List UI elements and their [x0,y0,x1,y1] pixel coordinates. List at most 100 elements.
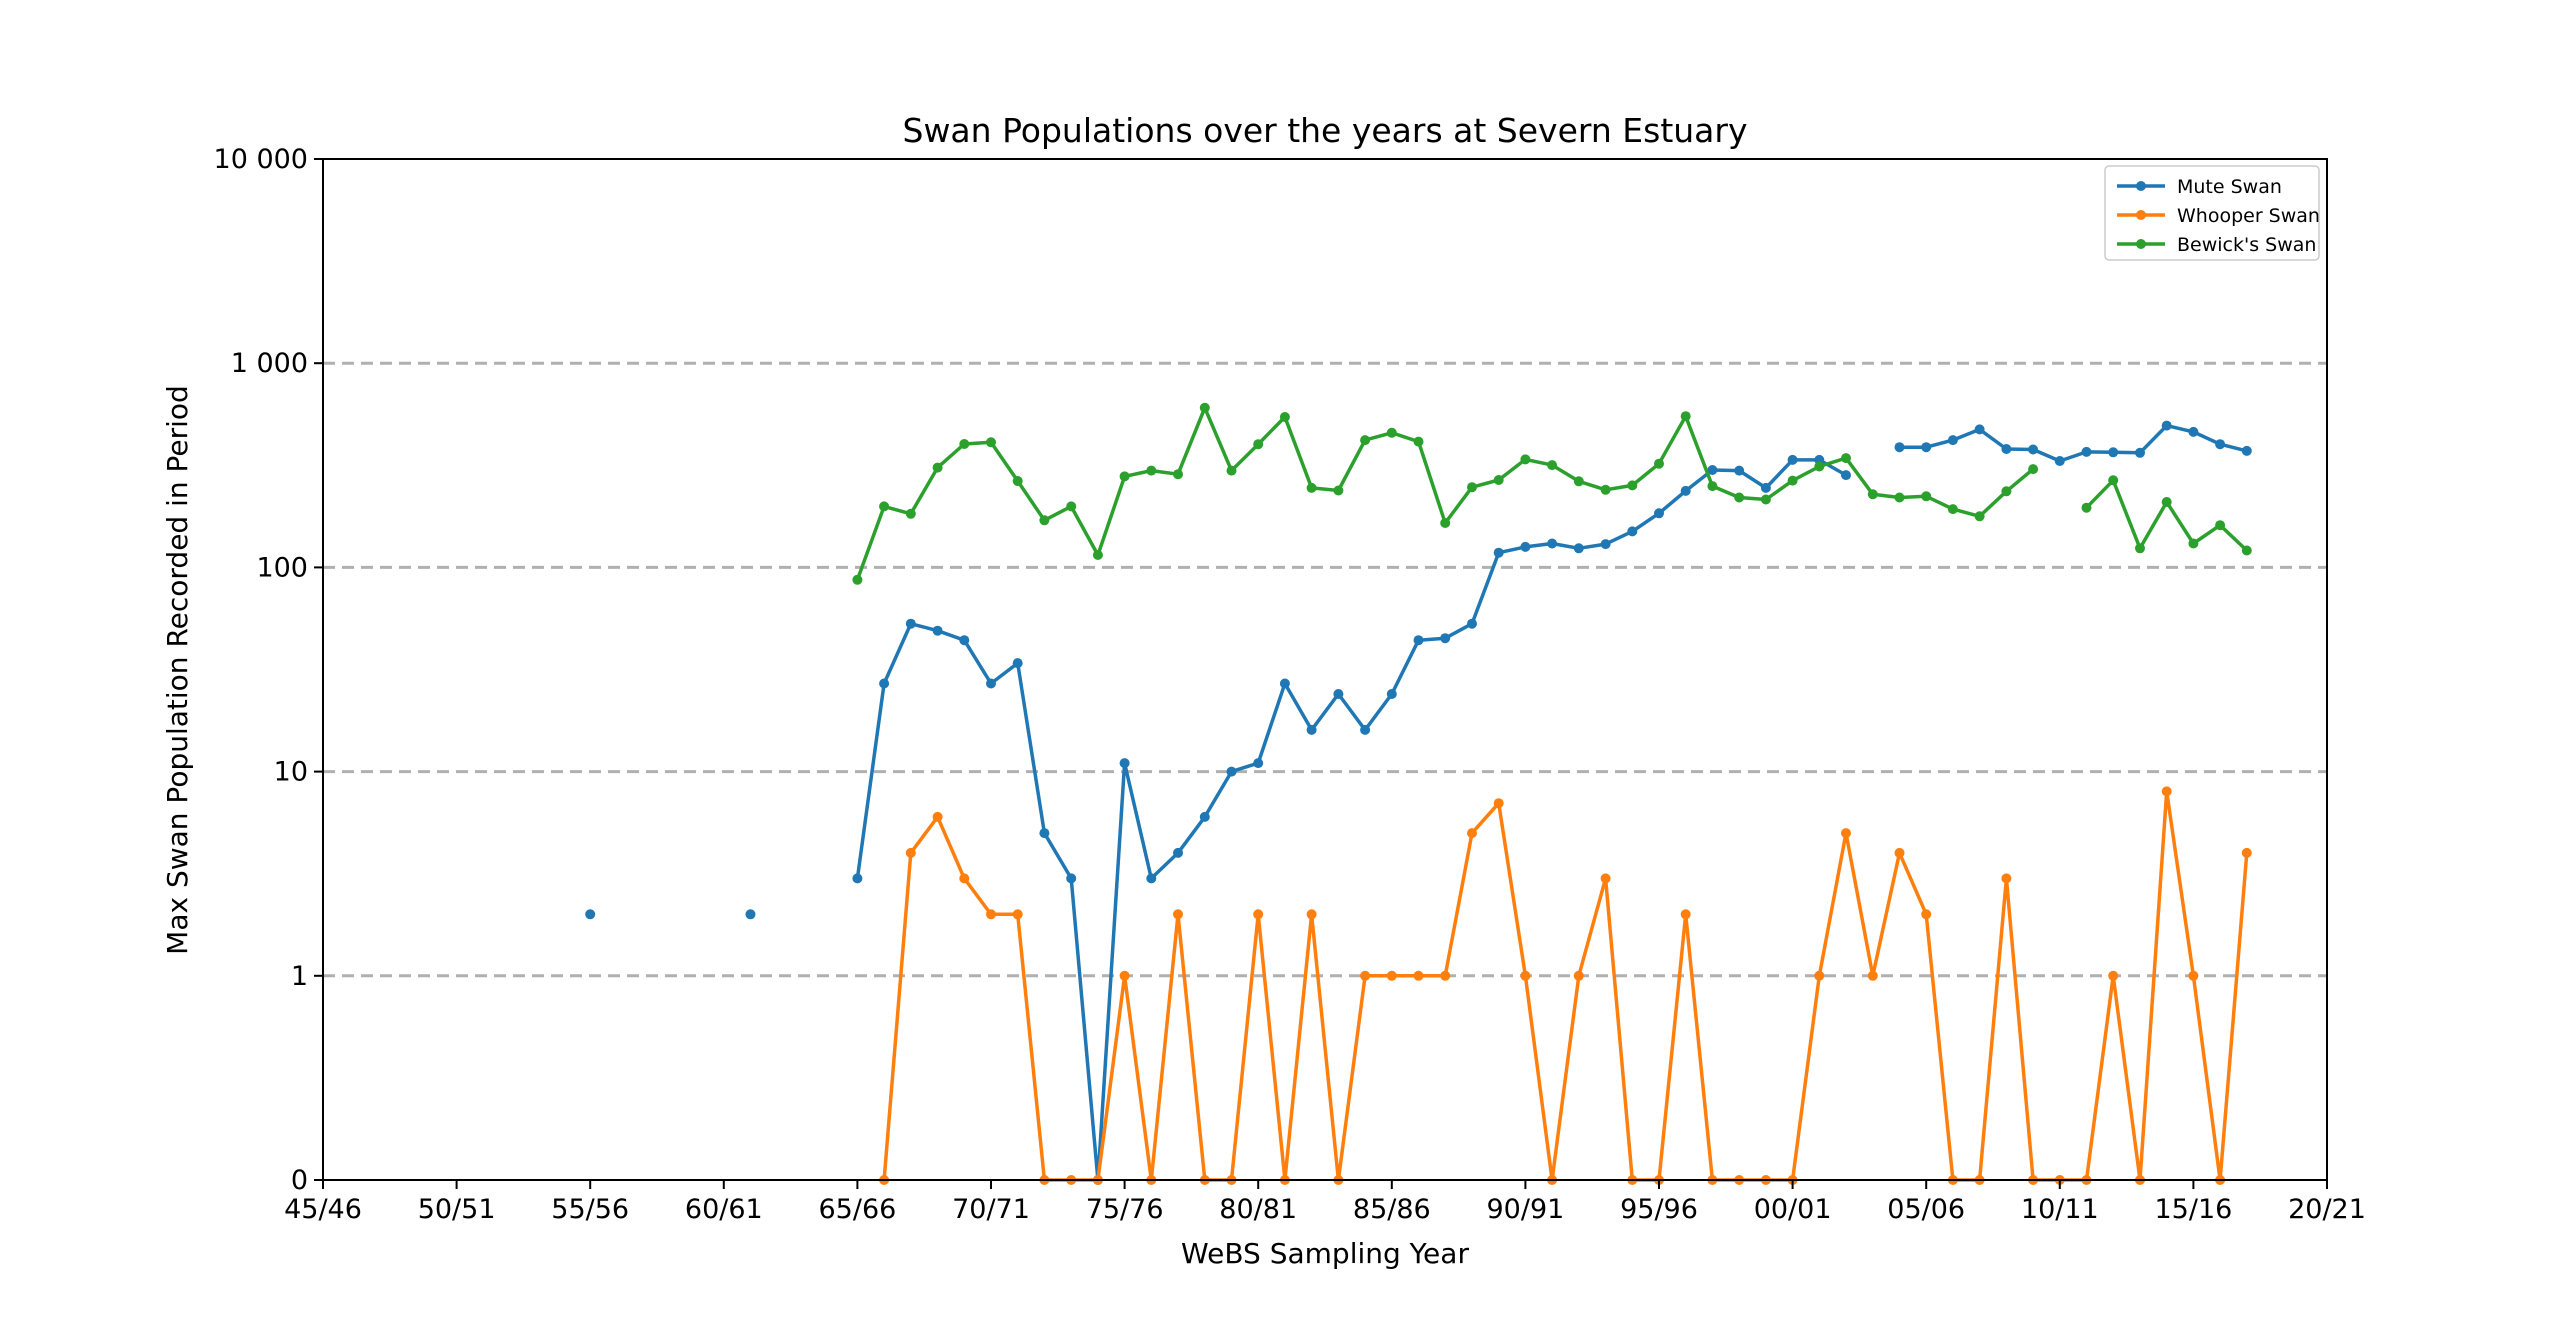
x-tick-label: 75/76 [1086,1194,1164,1225]
x-tick-label: 00/01 [1754,1194,1832,1225]
data-point [1493,798,1504,809]
data-point [2028,444,2039,455]
data-point [1573,476,1584,487]
data-point [1092,550,1103,560]
data-point [1627,526,1638,537]
y-tick-label: 10 000 [214,144,308,175]
data-point [1894,442,1905,453]
data-point [1306,482,1317,493]
data-point [2054,456,2065,466]
data-point [905,508,916,519]
x-tick-label: 70/71 [952,1194,1030,1225]
data-point [1413,635,1424,646]
axis-ticks: 0 1 10 100 1 000 10 000 45/46 50/51 55/56 60/61 65… [214,144,2366,1225]
data-point [1787,475,1798,486]
data-point [1360,435,1371,446]
data-point [1974,511,1985,522]
plot-series [585,402,2252,1185]
data-point [1974,424,1985,435]
data-point [1654,508,1664,519]
x-tick-label: 90/91 [1486,1194,1564,1225]
data-point [2241,847,2252,858]
y-tick-label: 0 [291,1165,308,1196]
x-tick-label: 15/16 [2154,1194,2232,1225]
data-point [1467,618,1477,629]
data-point [1867,970,1878,981]
data-point [2028,464,2039,475]
data-point [1600,539,1611,550]
data-point [1333,485,1344,496]
data-point [1066,501,1077,512]
data-point [1867,489,1878,500]
x-tick-label: 55/56 [551,1194,629,1225]
data-point [1947,435,1958,446]
data-point [1627,480,1638,491]
data-point [1066,873,1077,884]
legend-swatch-marker [2136,239,2146,249]
data-point [1386,970,1397,981]
data-point [1119,758,1130,769]
data-point [1440,970,1451,981]
legend-label: Whooper Swan [2177,205,2320,227]
y-tick-label: 10 [274,757,308,788]
data-point [2241,545,2252,556]
legend-item: Whooper Swan [2117,205,2320,227]
legend-item: Bewick's Swan [2117,234,2316,256]
data-point [1173,909,1183,920]
data-point [932,625,943,636]
data-point [2135,447,2145,458]
gridlines [323,361,2327,978]
data-point [959,635,970,646]
legend-box [2104,165,2320,261]
x-tick-label: 05/06 [1887,1194,1965,1225]
data-point [1520,541,1531,552]
data-point [932,811,943,822]
data-point [2108,447,2119,458]
data-point [1440,518,1451,528]
data-point [2241,445,2252,456]
data-point [932,462,943,473]
data-point [2161,786,2172,797]
x-tick-label: 50/51 [418,1194,496,1225]
data-point [1921,442,1932,453]
data-point [1253,758,1264,769]
data-point [1306,909,1317,920]
data-point [1760,494,1771,505]
legend-item: Mute Swan [2117,176,2282,198]
data-point [986,437,996,448]
x-tick-label: 60/61 [685,1194,763,1225]
data-point [1199,811,1210,822]
data-point [2188,970,2199,981]
data-point [1360,970,1371,981]
data-point [1226,465,1237,476]
data-point [1306,724,1317,735]
data-point [1707,481,1718,492]
data-point [2188,538,2199,549]
data-point [1894,847,1905,858]
data-point [1333,689,1344,699]
data-point [1680,411,1691,422]
plot-frame [322,158,2328,1181]
data-point [2161,420,2172,431]
y-axis-label: Max Swan Population Recorded in Period [161,385,194,955]
series-bewick-s-swan [852,402,2252,585]
data-point [1012,476,1023,486]
data-point [2001,873,2012,884]
data-point [1146,873,1157,884]
data-point [1493,547,1504,558]
data-point [1921,491,1932,502]
data-point [1039,828,1050,839]
y-tick-label: 1 [291,961,308,992]
data-point [1360,724,1371,735]
data-point [2081,502,2092,513]
series-line [882,789,2249,1182]
y-tick-label: 1 000 [231,348,308,379]
data-point [986,909,996,920]
data-point [1680,909,1691,920]
data-point [959,873,970,884]
data-point [986,678,996,689]
chart-title: Swan Populations over the years at Sever… [903,111,1748,150]
legend-swatch-marker [2136,210,2146,220]
data-point [1573,543,1584,554]
series-mute-swan [585,420,2252,1185]
